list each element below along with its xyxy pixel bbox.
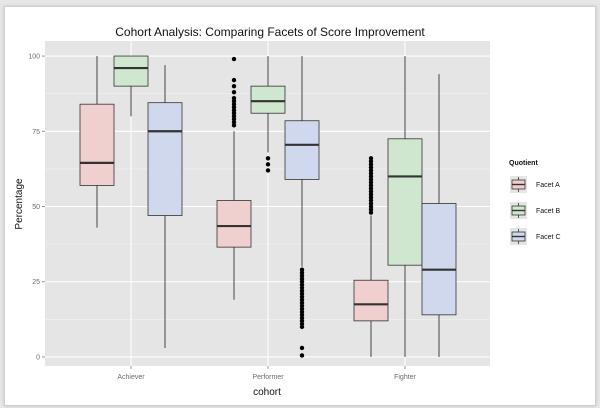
y-tick-label: 50 xyxy=(32,204,40,211)
outlier-point xyxy=(299,267,305,272)
outlier-point xyxy=(299,279,305,284)
x-axis: Achiever Performer Fighter xyxy=(117,366,417,381)
outlier-point xyxy=(299,324,305,330)
outlier-point xyxy=(368,183,374,188)
outlier-point xyxy=(368,159,374,164)
chart-title: Cohort Analysis: Comparing Facets of Sco… xyxy=(115,25,425,39)
outlier-point xyxy=(368,162,374,167)
outlier-point xyxy=(299,318,305,324)
legend: Quotient Facet A Facet B Facet C xyxy=(509,160,561,245)
outlier-point xyxy=(299,294,305,299)
outlier-point xyxy=(231,120,237,125)
x-axis-title: cohort xyxy=(253,387,281,398)
outlier-point xyxy=(299,297,305,302)
legend-label: Facet B xyxy=(536,208,560,215)
legend-label: Facet C xyxy=(536,234,561,241)
outlier-point xyxy=(231,56,237,62)
x-tick-label: Fighter xyxy=(394,374,416,381)
outlier-point xyxy=(299,315,305,321)
box-iqr xyxy=(250,85,286,114)
box-facet-c-performer xyxy=(284,56,320,358)
outlier-point xyxy=(368,201,374,206)
outlier-point xyxy=(231,83,237,89)
outlier-point xyxy=(368,180,374,185)
outlier-point xyxy=(231,108,237,113)
box-iqr xyxy=(216,200,252,248)
y-tick-label: 75 xyxy=(32,129,40,136)
outlier-point xyxy=(299,288,305,293)
box-facet-b-achiever xyxy=(113,55,149,117)
outlier-point xyxy=(299,345,305,351)
outlier-point xyxy=(231,101,237,107)
legend-title: Quotient xyxy=(509,160,538,167)
outlier-point xyxy=(231,77,237,83)
outlier-point xyxy=(368,186,374,191)
box-iqr xyxy=(79,103,115,186)
outlier-point xyxy=(231,95,237,101)
box-facet-c-fighter xyxy=(421,74,457,357)
outlier-point xyxy=(368,198,374,203)
outlier-point xyxy=(368,156,374,161)
outlier-point xyxy=(368,192,374,197)
outlier-point xyxy=(231,89,237,95)
box-iqr xyxy=(421,203,457,316)
outlier-point xyxy=(299,303,305,309)
outlier-point xyxy=(368,168,374,173)
y-tick-label: 25 xyxy=(32,279,40,286)
boxes-layer xyxy=(79,55,457,358)
outlier-point xyxy=(368,165,374,170)
outlier-point xyxy=(299,312,305,318)
outlier-point xyxy=(299,321,305,327)
outlier-point xyxy=(368,195,374,200)
box-iqr xyxy=(387,138,423,266)
outlier-point xyxy=(368,177,374,182)
legend-item-facet-b: Facet B xyxy=(510,202,560,219)
y-tick-label: 0 xyxy=(36,354,40,361)
outlier-point xyxy=(231,98,237,104)
legend-label: Facet A xyxy=(536,182,560,189)
outlier-point xyxy=(299,276,305,281)
outlier-point xyxy=(368,171,374,176)
box-facet-b-fighter xyxy=(387,56,423,357)
y-axis: 0 25 50 75 100 xyxy=(28,54,45,361)
outlier-point xyxy=(368,210,374,215)
legend-item-facet-a: Facet A xyxy=(510,176,560,193)
outlier-point xyxy=(368,189,374,194)
outlier-point xyxy=(299,282,305,287)
y-tick-label: 100 xyxy=(28,54,40,61)
outlier-point xyxy=(299,300,305,306)
box-facet-a-fighter xyxy=(353,156,389,357)
outlier-point xyxy=(299,353,305,358)
outlier-point xyxy=(299,306,305,312)
outlier-point xyxy=(299,309,305,315)
outlier-point xyxy=(231,117,237,122)
legend-item-facet-c: Facet C xyxy=(510,228,561,245)
outlier-point xyxy=(231,105,237,110)
box-iqr xyxy=(284,120,320,180)
outlier-point xyxy=(368,204,374,209)
outlier-point xyxy=(299,291,305,296)
outlier-point xyxy=(231,111,237,116)
box-iqr xyxy=(113,55,149,87)
box-facet-c-achiever xyxy=(147,65,183,348)
box-facet-a-achiever xyxy=(79,56,115,228)
box-iqr xyxy=(147,102,183,216)
y-axis-title: Percentage xyxy=(14,178,25,230)
box-facet-b-performer xyxy=(250,56,286,173)
outlier-point xyxy=(299,270,305,275)
outlier-point xyxy=(231,123,237,128)
box-iqr xyxy=(353,279,389,322)
x-tick-label: Performer xyxy=(252,374,284,381)
outlier-point xyxy=(368,207,374,212)
outlier-point xyxy=(265,162,271,167)
outlier-point xyxy=(299,285,305,290)
outlier-point xyxy=(368,174,374,179)
x-tick-label: Achiever xyxy=(117,374,145,381)
outlier-point xyxy=(231,114,237,119)
outlier-point xyxy=(265,168,271,173)
box-facet-a-performer xyxy=(216,56,252,300)
outlier-point xyxy=(265,156,271,161)
outlier-point xyxy=(299,273,305,278)
